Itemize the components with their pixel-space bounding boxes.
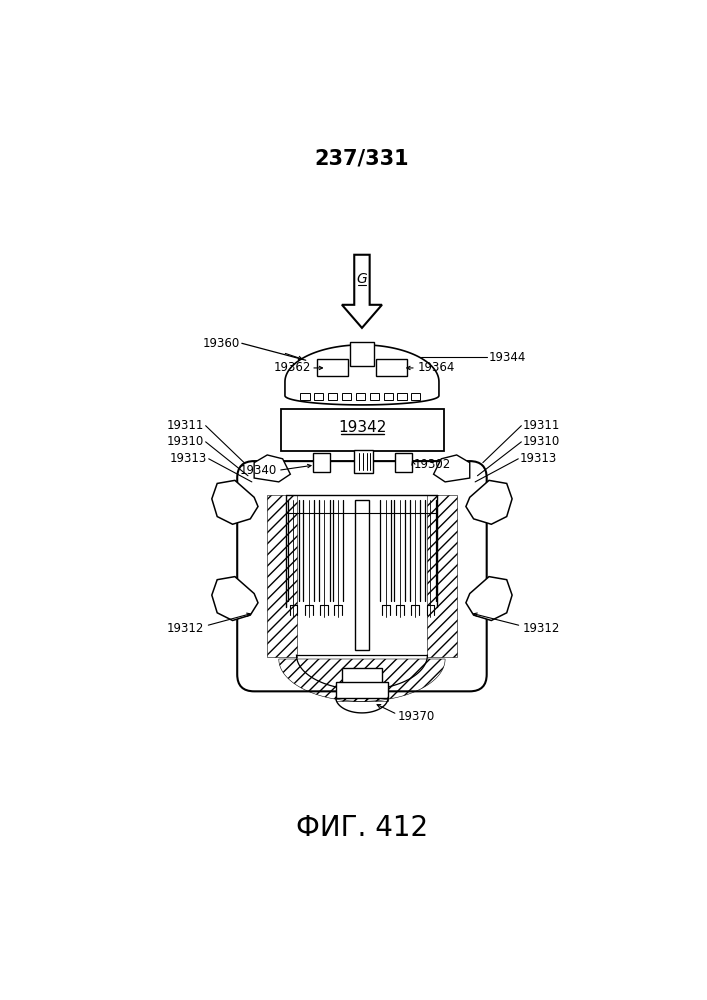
Bar [336, 682, 388, 698]
Bar [355, 500, 369, 650]
Text: 19344: 19344 [489, 351, 527, 364]
Bar [395, 453, 412, 472]
Bar [397, 393, 407, 400]
Text: 19360: 19360 [203, 337, 240, 350]
Polygon shape [342, 255, 382, 328]
Bar [354, 450, 373, 473]
Polygon shape [466, 577, 512, 620]
Text: G: G [356, 272, 368, 286]
Text: 19302: 19302 [414, 458, 451, 471]
Bar [267, 495, 296, 657]
FancyBboxPatch shape [238, 461, 486, 691]
Bar [428, 495, 457, 657]
Polygon shape [212, 577, 258, 620]
Polygon shape [254, 455, 291, 482]
Text: 19370: 19370 [398, 710, 436, 723]
Text: 19311: 19311 [167, 419, 204, 432]
Text: 19313: 19313 [520, 452, 557, 465]
Bar [336, 682, 388, 701]
Bar [317, 359, 348, 376]
Text: 19313: 19313 [170, 452, 207, 465]
Bar [376, 359, 407, 376]
Bar [314, 393, 324, 400]
Text: 19310: 19310 [167, 435, 204, 448]
Text: 19342: 19342 [339, 420, 387, 435]
Text: 19362: 19362 [274, 361, 311, 374]
Text: 19312: 19312 [167, 622, 204, 635]
Bar [300, 393, 310, 400]
Text: 19310: 19310 [523, 435, 560, 448]
Bar [342, 393, 351, 400]
Text: 237/331: 237/331 [315, 148, 409, 168]
Polygon shape [285, 345, 439, 405]
Text: 19311: 19311 [523, 419, 560, 432]
Bar [356, 393, 365, 400]
Bar [342, 668, 382, 685]
Polygon shape [466, 480, 512, 524]
Text: ФИГ. 412: ФИГ. 412 [296, 814, 428, 842]
Text: 19364: 19364 [417, 361, 455, 374]
Bar [328, 393, 337, 400]
Text: 19312: 19312 [523, 622, 560, 635]
Bar [411, 393, 421, 400]
Polygon shape [433, 455, 469, 482]
Polygon shape [212, 480, 258, 524]
Bar [281, 409, 444, 451]
Bar [313, 453, 330, 472]
Bar [350, 342, 374, 366]
Text: 19340: 19340 [240, 464, 277, 477]
Bar [370, 393, 379, 400]
Bar [383, 393, 393, 400]
